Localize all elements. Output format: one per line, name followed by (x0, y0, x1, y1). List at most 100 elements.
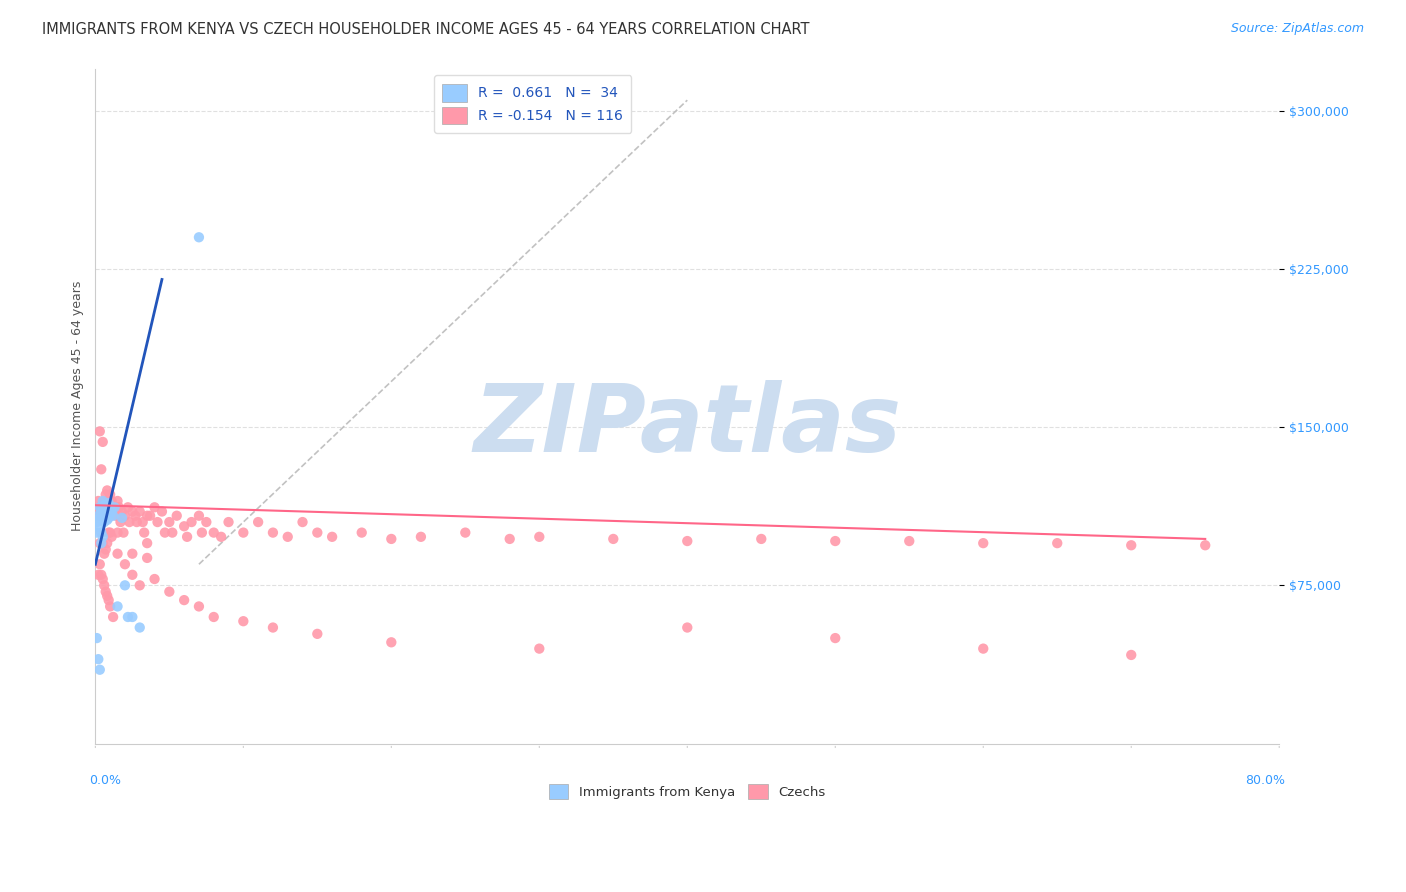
Point (87, 652, 110, 666)
Point (91, 508, 114, 523)
Point (898, 534, 921, 549)
Point (180, 515, 202, 529)
Point (98, 599, 121, 614)
Point (153, 525, 176, 540)
Point (125, 515, 148, 529)
Point (96, 504, 118, 518)
Point (162, 525, 184, 540)
Point (824, 631, 846, 645)
Point (98, 488, 121, 502)
Point (89, 558, 111, 572)
Point (87, 567, 110, 582)
Point (96, 589, 118, 603)
Point (97, 525, 120, 540)
Point (111, 511, 134, 525)
Point (90, 536, 112, 550)
Point (173, 593, 195, 607)
Point (139, 508, 162, 523)
Point (91, 494, 114, 508)
Point (93, 578, 115, 592)
Point (187, 599, 209, 614)
Point (90, 567, 112, 582)
Text: Source: ZipAtlas.com: Source: ZipAtlas.com (1230, 22, 1364, 36)
Point (90, 525, 112, 540)
Y-axis label: Householder Income Ages 45 - 64 years: Householder Income Ages 45 - 64 years (72, 281, 84, 532)
Point (114, 578, 136, 592)
Point (107, 525, 129, 540)
Point (232, 525, 254, 540)
Point (108, 500, 131, 515)
Point (114, 508, 136, 523)
Point (91, 572, 114, 586)
Point (380, 532, 402, 546)
Text: IMMIGRANTS FROM KENYA VS CZECH HOUSEHOLDER INCOME AGES 45 - 64 YEARS CORRELATION: IMMIGRANTS FROM KENYA VS CZECH HOUSEHOLD… (42, 22, 810, 37)
Point (529, 641, 551, 656)
Point (87, 519, 110, 533)
Point (209, 530, 232, 544)
Point (110, 515, 132, 529)
Legend: Immigrants from Kenya, Czechs: Immigrants from Kenya, Czechs (543, 779, 831, 805)
Point (89, 663, 111, 677)
Point (350, 525, 373, 540)
Point (529, 530, 551, 544)
Point (187, 230, 209, 244)
Point (247, 515, 270, 529)
Point (105, 508, 128, 523)
Point (499, 532, 522, 546)
Point (94, 542, 117, 557)
Point (749, 532, 772, 546)
Point (94, 504, 117, 518)
Point (87, 494, 110, 508)
Point (1121, 538, 1143, 552)
Point (101, 508, 124, 523)
Point (100, 504, 122, 518)
Point (100, 530, 122, 544)
Point (676, 534, 699, 549)
Point (96, 513, 118, 527)
Point (112, 525, 135, 540)
Point (96, 500, 118, 515)
Point (128, 578, 150, 592)
Point (307, 627, 329, 641)
Point (157, 515, 180, 529)
Point (195, 515, 218, 529)
Point (107, 494, 129, 508)
Point (972, 536, 994, 550)
Point (202, 525, 225, 540)
Point (89, 500, 111, 515)
Point (187, 508, 209, 523)
Point (121, 504, 143, 518)
Point (86, 525, 108, 540)
Point (824, 534, 846, 549)
Point (94, 584, 117, 599)
Point (134, 525, 156, 540)
Point (97, 511, 120, 525)
Point (262, 621, 284, 635)
Point (94, 488, 117, 502)
Point (157, 584, 180, 599)
Point (91, 536, 114, 550)
Point (86, 504, 108, 518)
Point (89, 425, 111, 439)
Point (173, 519, 195, 533)
Point (101, 610, 124, 624)
Point (291, 515, 314, 529)
Point (89, 536, 111, 550)
Point (97, 593, 120, 607)
Point (101, 504, 124, 518)
Point (104, 500, 127, 515)
Point (150, 504, 173, 518)
Point (93, 547, 115, 561)
Point (87, 508, 110, 523)
Point (89, 500, 111, 515)
Point (90, 504, 112, 518)
Point (128, 621, 150, 635)
Point (277, 530, 299, 544)
Point (91, 500, 114, 515)
Point (143, 572, 166, 586)
Point (166, 508, 188, 523)
Point (262, 525, 284, 540)
Point (104, 500, 127, 515)
Point (121, 547, 143, 561)
Text: ZIPatlas: ZIPatlas (474, 380, 901, 472)
